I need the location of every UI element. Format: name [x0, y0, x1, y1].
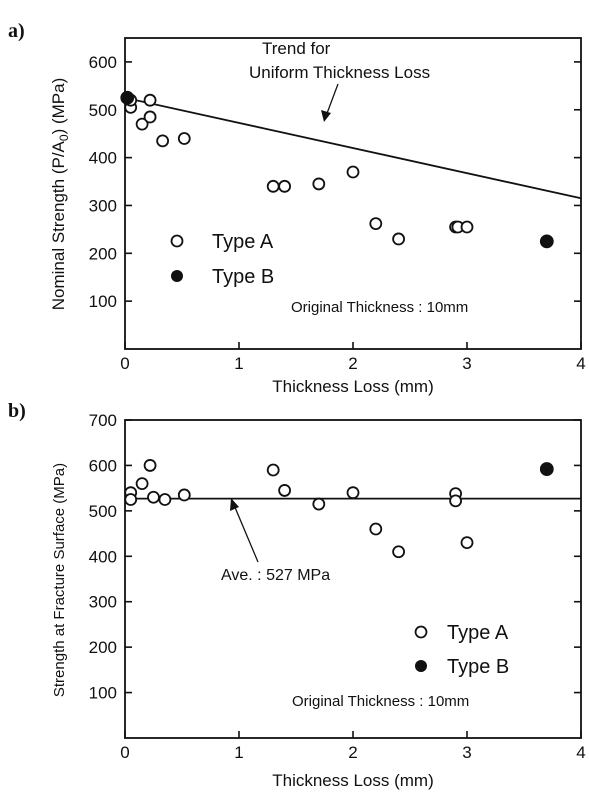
type-a-point: [158, 493, 172, 506]
type-a-point: [266, 179, 280, 193]
b-x-tick-label: 3: [462, 743, 471, 762]
type-b-point: [539, 462, 554, 476]
a-y-tick-label: 200: [89, 244, 117, 263]
panel-a-axis-ticks: 0 1 2 3 4 100 200 300 400 500 600: [89, 53, 586, 373]
type-b-point: [539, 234, 554, 249]
type-a-point: [392, 545, 406, 559]
type-a-point: [143, 93, 157, 107]
panel-a-label: a): [8, 20, 25, 42]
panel-a-data-points: [120, 90, 554, 249]
panel-b-axis-ticks: 0 1 2 3 4 100 200 300 400 500 600 700: [89, 411, 586, 762]
panel-a-y-axis-label-sub: 0: [57, 134, 71, 141]
panel-b-x-axis-label: Thickness Loss (mm): [272, 771, 434, 790]
panel-a-annotation-line2: Uniform Thickness Loss: [249, 63, 430, 82]
type-a-point: [177, 132, 191, 145]
panel-a-y-axis-label-main: Nominal Strength (P/A: [49, 140, 68, 310]
a-y-tick-label: 400: [89, 149, 117, 168]
a-x-tick-label: 0: [120, 354, 129, 373]
panel-b-data-points: [124, 459, 554, 559]
type-a-point: [143, 110, 157, 124]
type-a-point: [278, 179, 292, 193]
type-a-point: [369, 522, 383, 536]
type-a-point: [312, 497, 326, 511]
panel-a-annotation-arrow-shaft: [325, 83, 339, 117]
a-x-tick-label: 3: [462, 354, 471, 373]
panel-b-annotation-arrowhead: [230, 498, 239, 511]
a-y-tick-label: 100: [89, 292, 117, 311]
type-a-point: [449, 494, 463, 508]
a-x-tick-label: 1: [234, 354, 243, 373]
type-a-point: [460, 220, 474, 234]
panel-b-annotation-arrow-shaft: [233, 504, 259, 563]
type-b-point: [120, 90, 135, 105]
panel-a-x-axis-label: Thickness Loss (mm): [272, 377, 434, 396]
type-a-point: [156, 134, 170, 148]
panel-a-trend-line-group: [124, 96, 582, 200]
type-a-point: [135, 477, 149, 491]
a-y-tick-label: 600: [89, 53, 117, 72]
panel-a-legend-type-a-marker: [170, 234, 184, 248]
type-a-point: [147, 490, 160, 504]
panel-a-annotation-line1: Trend for: [262, 39, 331, 58]
panel-b-annotation: Ave. : 527 MPa: [221, 567, 330, 584]
type-a-point: [369, 217, 383, 231]
b-x-tick-label: 0: [120, 743, 129, 762]
type-a-point: [460, 536, 474, 550]
b-y-tick-label: 200: [89, 638, 117, 657]
type-a-point: [143, 459, 157, 472]
type-a-point: [177, 488, 191, 502]
panel-a-legend-type-a-label: Type A: [212, 231, 274, 253]
b-y-tick-label: 300: [89, 593, 117, 612]
panel-a-annotation-arrowhead: [321, 110, 331, 122]
type-a-point: [278, 484, 292, 497]
type-a-point: [346, 165, 360, 179]
b-y-tick-label: 600: [89, 456, 117, 475]
type-a-point: [135, 117, 149, 131]
a-y-tick-label: 300: [89, 196, 117, 215]
panel-b-note: Original Thickness : 10mm: [292, 693, 469, 710]
panel-a-legend-type-b-marker: [171, 270, 183, 282]
trend-line: [124, 96, 582, 200]
b-x-tick-label: 4: [576, 743, 585, 762]
type-a-point: [312, 177, 326, 191]
type-a-point: [266, 463, 280, 477]
panel-b-legend-type-a-label: Type A: [447, 622, 509, 644]
b-x-tick-label: 1: [234, 743, 243, 762]
panel-b: b) 0 1 2 3 4 100 200 300 400 500 600 700 Ave. : 527…: [8, 400, 586, 790]
panel-a-note: Original Thickness : 10mm: [291, 299, 468, 316]
a-x-tick-label: 2: [348, 354, 357, 373]
a-y-tick-label: 500: [89, 101, 117, 120]
panel-a-y-axis-label-unit: ) (MPa): [49, 78, 68, 135]
a-x-tick-label: 4: [576, 354, 585, 373]
type-a-point: [124, 493, 138, 506]
type-a-point: [392, 232, 406, 246]
panel-b-legend-type-a-marker: [414, 625, 428, 639]
b-y-tick-label: 400: [89, 547, 117, 566]
b-y-tick-label: 700: [89, 411, 117, 430]
panel-b-legend-type-b-label: Type B: [447, 656, 509, 678]
b-y-tick-label: 500: [89, 502, 117, 521]
panel-b-plot-frame: [124, 419, 582, 739]
panel-b-label: b): [8, 400, 26, 422]
panel-a-y-axis-label: Nominal Strength (P/A0) (MPa): [49, 78, 71, 311]
panel-a-legend-type-b-label: Type B: [212, 266, 274, 288]
panel-b-y-axis-label: Strength at Fracture Surface (MPa): [51, 463, 68, 697]
panel-b-legend-type-b-marker: [415, 660, 427, 672]
b-y-tick-label: 100: [89, 684, 117, 703]
b-x-tick-label: 2: [348, 743, 357, 762]
panel-a: a) 0 1 2 3 4 100 200 300 400 500 600 Trend for Uni…: [8, 20, 586, 396]
type-a-point: [346, 486, 360, 500]
